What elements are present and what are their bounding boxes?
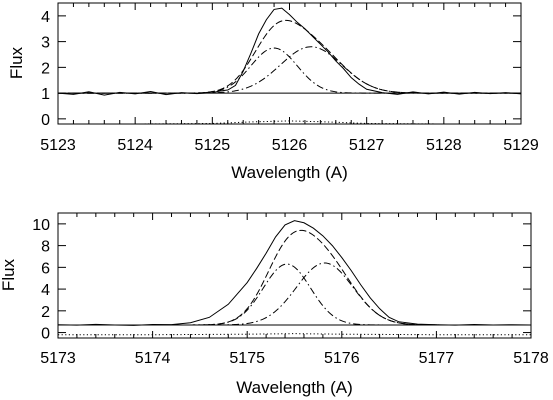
gaussian-component-1 [58,47,521,94]
gaussian-component-1 [58,263,531,326]
bottom-x-tick-labels: 5173 5174 5175 5176 5177 5178 [40,350,549,367]
bottom-panel: 5173 5174 5175 5176 5177 5178 0 2 4 6 8 10 Wavelen… [0,212,549,397]
bottom-series [57,220,532,336]
bottom-y-tick-labels: 0 2 4 6 8 10 [32,217,50,343]
bottom-axis-ticks [57,213,532,338]
top-y-tick-labels: 0 1 2 3 4 [41,9,50,129]
observed-spectrum [57,7,522,96]
y-tick-label: 0 [41,326,50,343]
bottom-plot-frame [57,212,532,339]
x-tick-label: 5123 [40,137,76,154]
residual-curve [58,333,531,336]
x-tick-label: 5129 [503,137,539,154]
x-tick-label: 5177 [419,350,455,367]
y-tick-label: 0 [41,112,50,129]
top-x-axis-title: Wavelength (A) [231,163,348,182]
y-tick-label: 4 [41,282,50,299]
gaussian-component-2 [58,46,521,94]
gaussian-component-2 [58,262,531,326]
x-tick-label: 5173 [40,350,76,367]
total-fit-curve [58,229,531,326]
y-tick-label: 8 [41,239,50,256]
x-tick-label: 5127 [349,137,385,154]
x-tick-label: 5178 [513,350,549,367]
bottom-x-axis-title: Wavelength (A) [236,378,353,397]
x-tick-label: 5125 [195,137,231,154]
observed-spectrum [57,220,532,326]
x-tick-label: 5175 [229,350,265,367]
top-y-axis-title: Flux [7,46,26,79]
bottom-y-axis-title: Flux [0,258,18,291]
y-tick-label: 4 [41,9,50,26]
y-tick-label: 3 [41,35,50,52]
x-tick-label: 5126 [272,137,308,154]
y-tick-label: 1 [41,86,50,103]
x-tick-label: 5176 [324,350,360,367]
y-tick-label: 2 [41,304,50,321]
y-tick-label: 10 [32,217,50,234]
top-panel: 5123 5124 5125 5126 5127 5128 5129 0 1 2 3 4 Wavel… [7,2,539,182]
x-tick-label: 5174 [135,350,171,367]
y-tick-label: 6 [41,260,50,277]
y-tick-label: 2 [41,60,50,77]
x-tick-label: 5128 [426,137,462,154]
top-series [57,7,522,125]
top-x-tick-labels: 5123 5124 5125 5126 5127 5128 5129 [40,137,539,154]
residual-curve [58,120,521,125]
total-fit-curve [58,19,521,94]
x-tick-label: 5124 [117,137,153,154]
